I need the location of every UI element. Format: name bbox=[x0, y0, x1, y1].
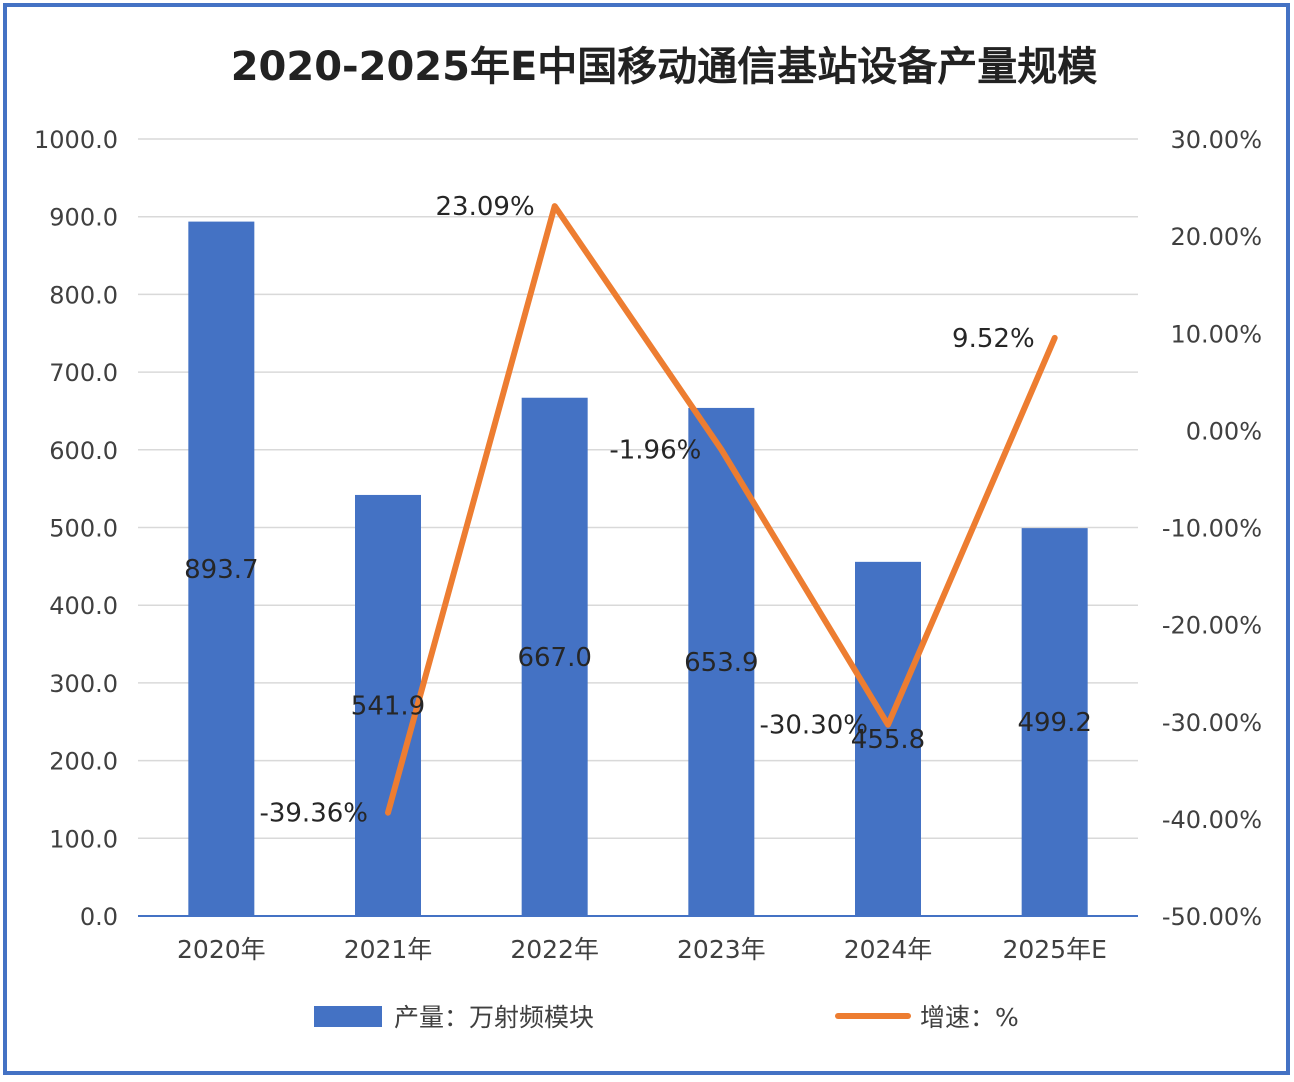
bar-data-label: 893.7 bbox=[184, 555, 258, 585]
x-tick-label: 2025年E bbox=[1002, 935, 1106, 964]
legend-bar-swatch bbox=[314, 1006, 382, 1027]
right-y-tick-label: -30.00% bbox=[1162, 709, 1262, 737]
legend: 产量：万射频模块 增速：% bbox=[314, 1003, 1019, 1032]
x-tick-label: 2021年 bbox=[344, 935, 433, 964]
left-y-tick-label: 900.0 bbox=[49, 204, 118, 232]
x-tick-label: 2022年 bbox=[510, 935, 599, 964]
bar-data-label: 667.0 bbox=[517, 643, 591, 673]
right-y-tick-label: 30.00% bbox=[1170, 126, 1262, 154]
line-data-label: 9.52% bbox=[952, 324, 1035, 354]
x-tick-label: 2024年 bbox=[844, 935, 933, 964]
x-axis-ticks: 2020年 2021年 2022年 2023年 2024年 2025年E bbox=[177, 935, 1107, 964]
bar-series bbox=[188, 221, 1088, 917]
left-y-tick-label: 600.0 bbox=[49, 437, 118, 465]
x-tick-label: 2023年 bbox=[677, 935, 766, 964]
right-y-tick-label: 20.00% bbox=[1170, 223, 1262, 251]
left-y-tick-label: 400.0 bbox=[49, 592, 118, 620]
bar-1 bbox=[355, 494, 421, 916]
right-y-tick-label: -20.00% bbox=[1162, 612, 1262, 640]
bar-data-label: 541.9 bbox=[351, 691, 425, 721]
left-y-tick-label: 700.0 bbox=[49, 359, 118, 387]
legend-bar-label: 产量：万射频模块 bbox=[394, 1003, 594, 1032]
bar-4 bbox=[855, 561, 921, 916]
bar-3 bbox=[688, 407, 755, 916]
line-series bbox=[385, 203, 1058, 816]
right-y-tick-label: -40.00% bbox=[1162, 806, 1262, 834]
bar-2 bbox=[521, 397, 588, 917]
left-y-axis: 0.0 100.0 200.0 300.0 400.0 500.0 600.0 700.0 80… bbox=[34, 126, 118, 931]
left-y-tick-label: 300.0 bbox=[49, 670, 118, 698]
bar-5 bbox=[1021, 528, 1088, 916]
right-y-tick-label: 0.00% bbox=[1186, 417, 1262, 445]
left-y-tick-label: 200.0 bbox=[49, 748, 118, 776]
bar-0 bbox=[188, 221, 255, 916]
right-y-tick-label: 10.00% bbox=[1170, 320, 1262, 348]
gridlines bbox=[138, 138, 1138, 840]
right-y-axis: -50.00% -40.00% -30.00% -20.00% -10.00% 0.00%… bbox=[1162, 126, 1262, 931]
left-y-tick-label: 0.0 bbox=[80, 903, 118, 931]
chart-title: 2020-2025年E中国移动通信基站设备产量规模 bbox=[231, 44, 1098, 90]
growth-line bbox=[385, 203, 1058, 816]
left-y-tick-label: 100.0 bbox=[49, 825, 118, 853]
left-y-tick-label: 500.0 bbox=[49, 515, 118, 543]
legend-line-label: 增速：% bbox=[920, 1003, 1019, 1032]
bar-data-labels: 893.7 541.9 667.0 653.9 455.8 499.2 bbox=[184, 555, 1092, 755]
line-data-label: -30.30% bbox=[759, 711, 868, 741]
right-y-tick-label: -10.00% bbox=[1162, 515, 1262, 543]
bar-data-label: 499.2 bbox=[1017, 708, 1091, 738]
x-tick-label: 2020年 bbox=[177, 935, 266, 964]
right-y-tick-label: -50.00% bbox=[1162, 903, 1262, 931]
line-data-label: -1.96% bbox=[609, 435, 701, 465]
line-data-label: 23.09% bbox=[436, 192, 535, 222]
bar-data-label: 653.9 bbox=[684, 648, 758, 678]
bar-data-label: 455.8 bbox=[851, 725, 925, 755]
line-data-label: -39.36% bbox=[259, 799, 368, 829]
line-data-labels: -39.36% 23.09% -1.96% -30.30% 9.52% bbox=[259, 192, 1034, 829]
left-y-tick-label: 1000.0 bbox=[34, 126, 118, 154]
left-y-tick-label: 800.0 bbox=[49, 281, 118, 309]
